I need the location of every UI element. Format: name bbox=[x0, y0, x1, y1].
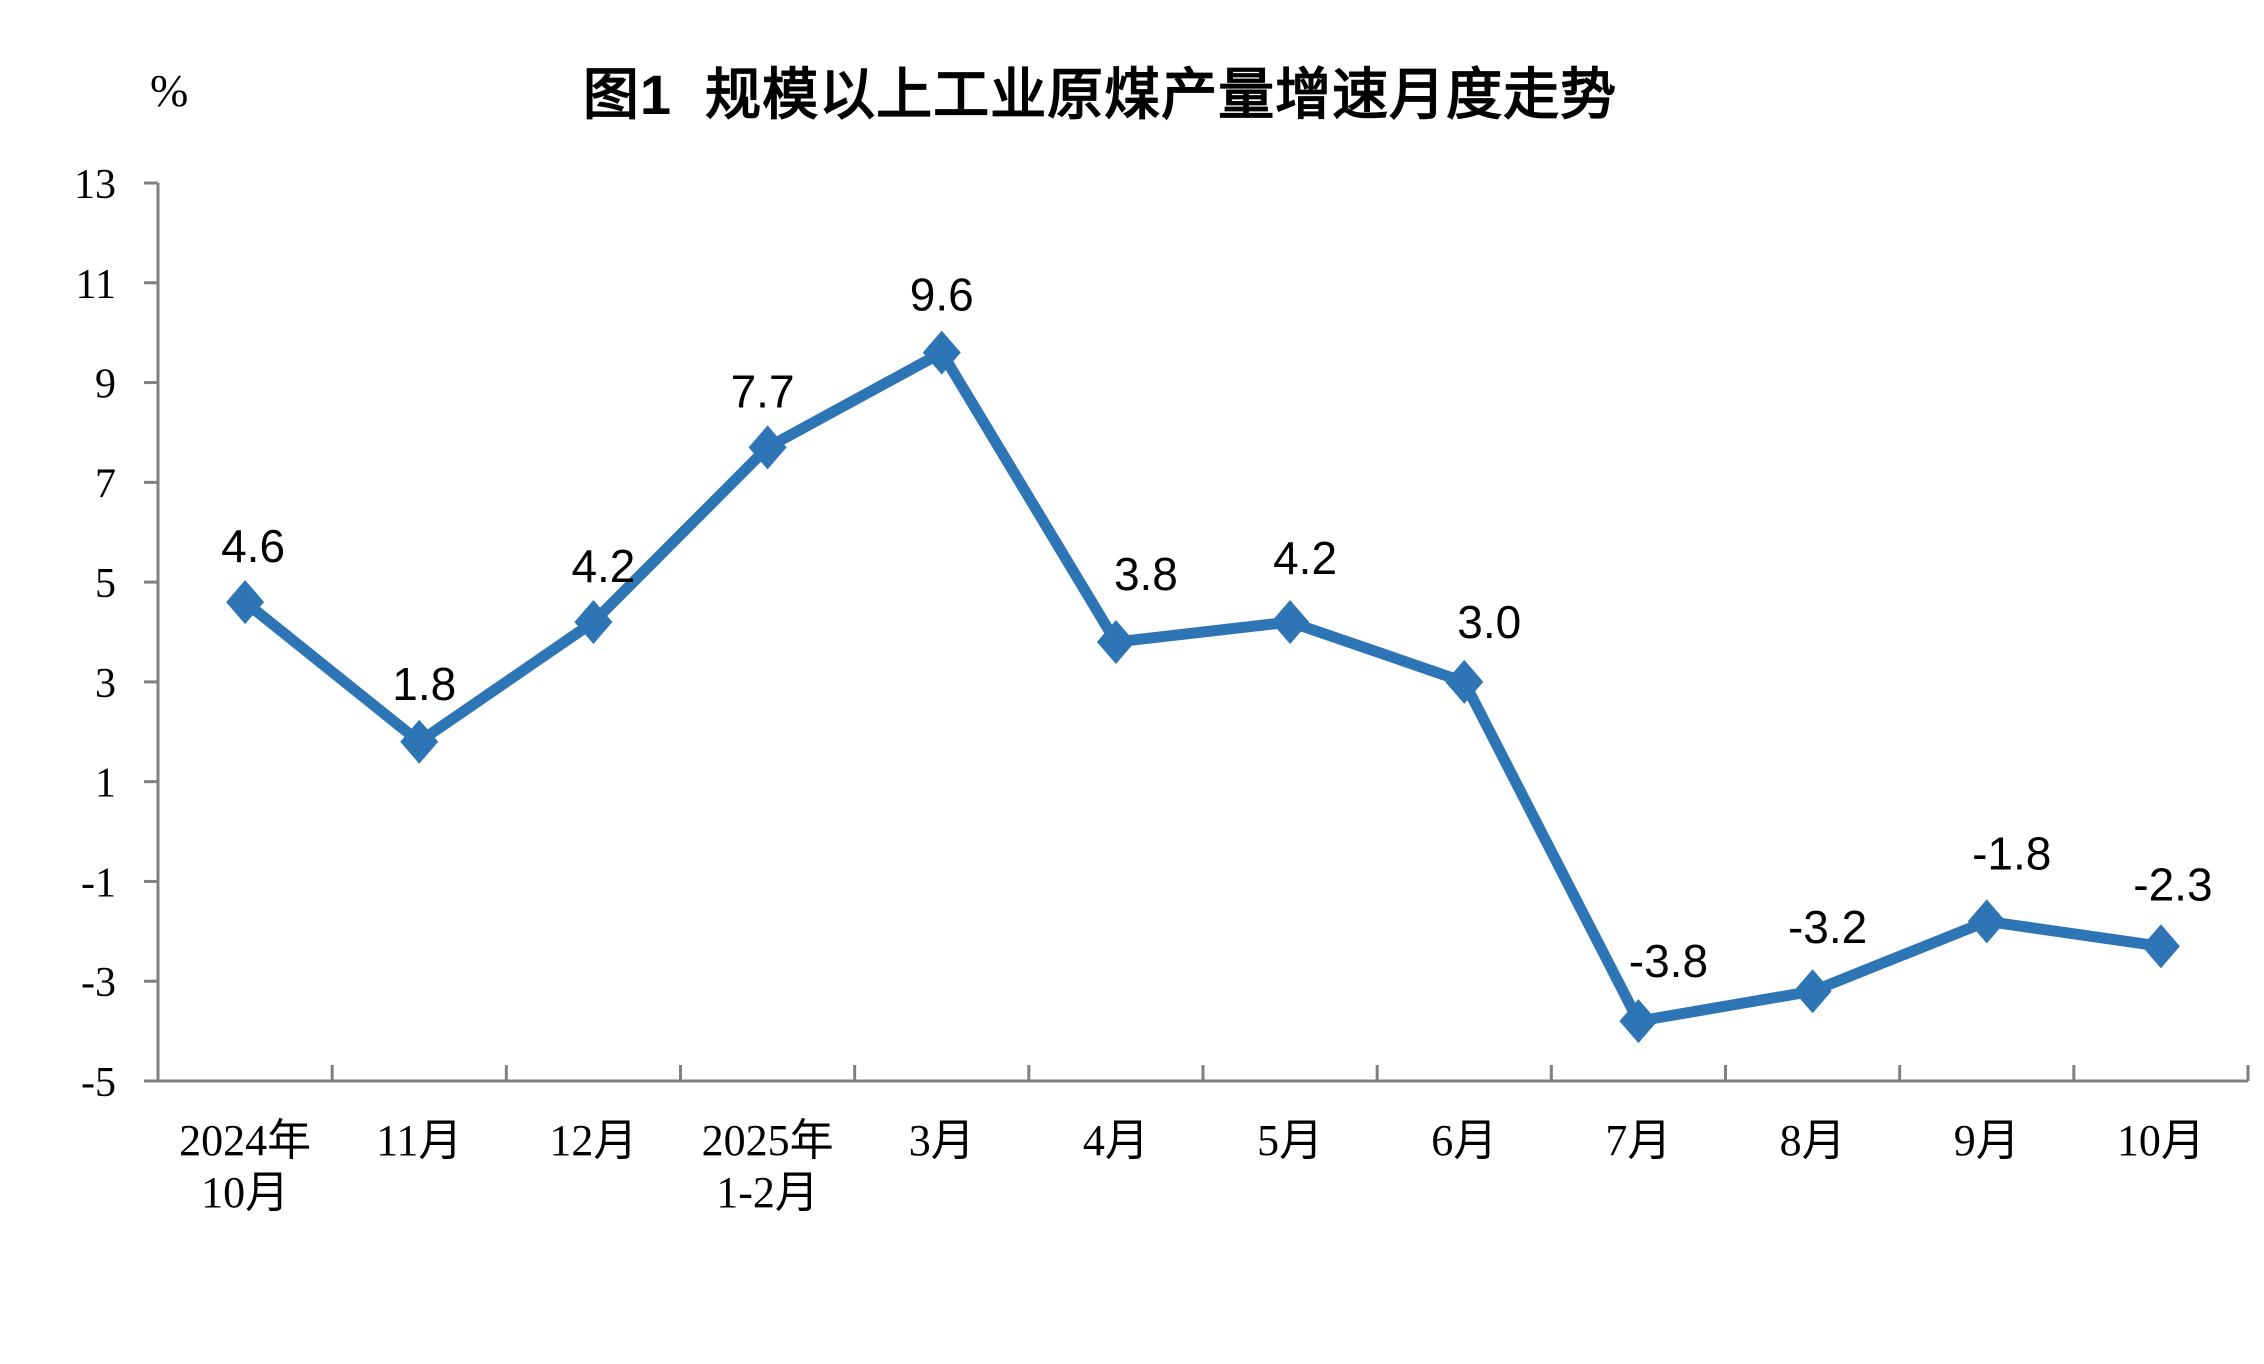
y-axis-tick-label: 9 bbox=[95, 362, 116, 408]
y-axis-tick-label: 1 bbox=[95, 761, 116, 807]
data-point-label: 3.8 bbox=[1114, 548, 1178, 600]
x-axis-category-label: 2025年 1-2月 bbox=[702, 1116, 834, 1217]
data-point-label: 1.8 bbox=[392, 658, 456, 710]
data-point-marker bbox=[922, 330, 961, 375]
y-axis-unit-label: % bbox=[150, 65, 189, 116]
data-point-label: 9.6 bbox=[910, 269, 974, 321]
data-point-label: 7.7 bbox=[731, 365, 795, 417]
data-line bbox=[239, 347, 2167, 1027]
data-point-marker bbox=[1445, 659, 1484, 704]
y-axis-tick-label: 11 bbox=[76, 262, 116, 308]
x-axis-category-label: 11月 bbox=[376, 1116, 462, 1165]
data-point-marker bbox=[1619, 999, 1658, 1044]
data-point-label: -3.8 bbox=[1629, 935, 1708, 987]
x-axis-category-label: 10月 bbox=[2117, 1116, 2205, 1165]
y-axis-tick-label: 5 bbox=[95, 561, 116, 607]
data-point-marker bbox=[2141, 924, 2180, 969]
data-point-label: -3.2 bbox=[1788, 901, 1867, 953]
data-point-marker bbox=[1096, 619, 1135, 664]
x-axis-category-label: 5月 bbox=[1257, 1116, 1323, 1165]
y-axis-tick-label: 7 bbox=[95, 461, 116, 507]
data-point-marker bbox=[1967, 899, 2006, 944]
data-point-marker bbox=[1793, 969, 1832, 1014]
x-axis-category-label: 8月 bbox=[1780, 1116, 1846, 1165]
x-axis-category-label: 4月 bbox=[1083, 1116, 1149, 1165]
data-point-label: 4.2 bbox=[571, 540, 635, 592]
y-axis-tick-label: -5 bbox=[81, 1060, 116, 1106]
y-axis-tick-label: -1 bbox=[81, 860, 116, 906]
y-axis-tick-label: 3 bbox=[95, 661, 116, 707]
y-axis-tick-label: 13 bbox=[74, 162, 116, 208]
x-axis-category-label: 2024年 10月 bbox=[179, 1116, 311, 1217]
data-point-marker bbox=[748, 425, 787, 470]
data-point-marker bbox=[1271, 600, 1310, 645]
x-axis-category-label: 7月 bbox=[1605, 1116, 1671, 1165]
y-axis-tick-label: -3 bbox=[81, 960, 116, 1006]
data-point-label: 3.0 bbox=[1457, 596, 1521, 648]
data-point-marker bbox=[574, 600, 613, 645]
x-axis-category-label: 12月 bbox=[549, 1116, 637, 1165]
data-point-marker bbox=[226, 580, 265, 625]
data-point-label: -1.8 bbox=[1972, 827, 2051, 879]
data-point-marker bbox=[400, 719, 439, 764]
x-axis-category-label: 6月 bbox=[1431, 1116, 1497, 1165]
chart-title: 图1 规模以上工业原煤产量增速月度走势 bbox=[582, 63, 1618, 126]
x-axis-category-label: 3月 bbox=[909, 1116, 975, 1165]
data-point-label: -2.3 bbox=[2133, 858, 2212, 910]
data-point-label: 4.2 bbox=[1273, 532, 1337, 584]
x-axis-category-label: 9月 bbox=[1954, 1116, 2020, 1165]
data-point-label: 4.6 bbox=[221, 520, 285, 572]
